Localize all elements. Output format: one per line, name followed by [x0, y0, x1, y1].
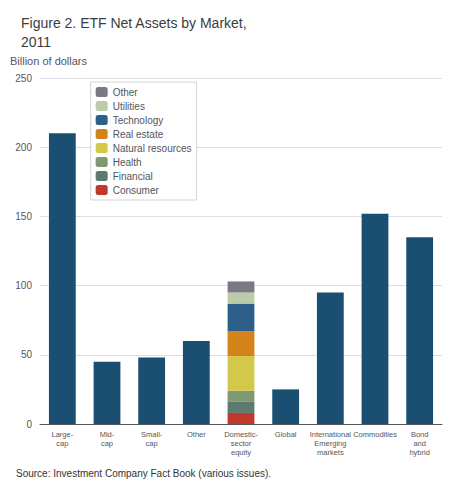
svg-text:150: 150 [15, 211, 32, 222]
svg-text:Commodities: Commodities [353, 430, 397, 439]
svg-text:Small-: Small- [141, 430, 163, 439]
svg-text:Source: Investment Company Fac: Source: Investment Company Fact Book (va… [16, 468, 271, 479]
svg-text:0: 0 [26, 419, 32, 430]
svg-text:Billion of dollars: Billion of dollars [10, 55, 88, 67]
svg-text:cap: cap [101, 439, 113, 448]
svg-text:Global: Global [275, 430, 297, 439]
svg-text:Large-: Large- [51, 430, 73, 439]
svg-text:200: 200 [15, 142, 32, 153]
svg-text:Natural resources: Natural resources [113, 143, 192, 154]
svg-text:markets: markets [317, 448, 344, 457]
svg-text:Other: Other [187, 430, 206, 439]
svg-text:Technology: Technology [113, 115, 164, 126]
svg-text:2011: 2011 [21, 34, 51, 50]
svg-text:Emerging: Emerging [314, 439, 346, 448]
svg-text:cap: cap [146, 439, 158, 448]
svg-text:cap: cap [56, 439, 68, 448]
svg-text:International: International [310, 430, 352, 439]
svg-text:Domestic-: Domestic- [224, 430, 258, 439]
svg-text:Other: Other [113, 87, 139, 98]
svg-text:Real estate: Real estate [113, 129, 164, 140]
svg-text:equity: equity [231, 448, 251, 457]
svg-text:Mid-: Mid- [100, 430, 115, 439]
svg-text:250: 250 [15, 73, 32, 84]
svg-text:50: 50 [21, 349, 33, 360]
svg-text:Figure 2. ETF Net Assets by Ma: Figure 2. ETF Net Assets by Market, [21, 15, 247, 31]
svg-text:Utilities: Utilities [113, 101, 145, 112]
svg-text:Financial: Financial [113, 171, 153, 182]
svg-text:hybrid: hybrid [409, 448, 429, 457]
svg-text:Health: Health [113, 157, 142, 168]
svg-text:and: and [413, 439, 426, 448]
svg-text:100: 100 [15, 280, 32, 291]
svg-text:sector: sector [231, 439, 252, 448]
svg-text:Bond: Bond [411, 430, 429, 439]
svg-text:Consumer: Consumer [113, 185, 160, 196]
